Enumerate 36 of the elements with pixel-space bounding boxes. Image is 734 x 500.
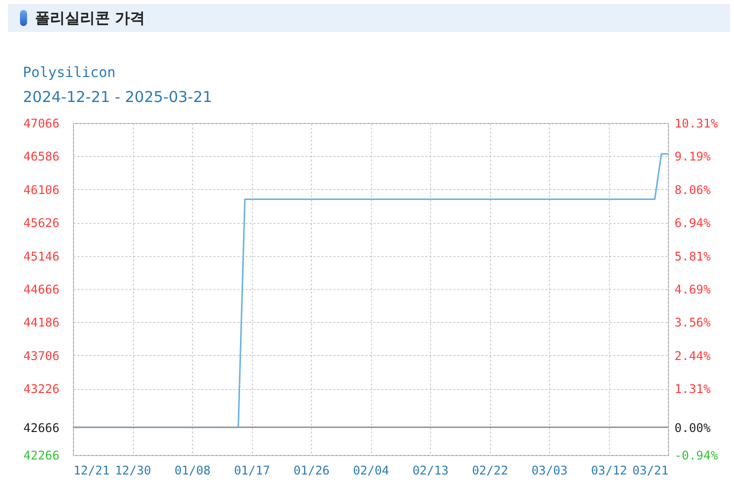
y2-tick-label: 8.06%: [674, 182, 712, 197]
x-tick-label: 01/26: [293, 464, 330, 478]
chart-title: 폴리실리콘 가격: [35, 8, 146, 28]
y2-tick-label: 1.31%: [674, 382, 712, 396]
y2-tick-label: 6.94%: [674, 216, 712, 230]
x-tick-label: 01/08: [174, 464, 211, 478]
y-tick-label: 46586: [23, 150, 60, 164]
y-tick-label: 46106: [23, 182, 60, 197]
y-tick-label: 43226: [23, 382, 60, 396]
text: 2024-12-21 - 2025-03-21: [22, 88, 212, 106]
y-tick-label: 47066: [23, 116, 60, 130]
x-tick-label: 03/03: [531, 464, 568, 478]
y-tick-label: 42266: [23, 448, 60, 462]
y2-tick-label: 9.19%: [674, 150, 712, 164]
x-tick-label: 02/13: [412, 464, 449, 478]
y-tick-label: 44186: [23, 316, 60, 330]
y2-tick-label: 5.81%: [674, 249, 712, 264]
y-tick-label: 44666: [23, 282, 60, 296]
y2-tick-label: 3.56%: [674, 316, 712, 330]
y2-tick-label: -0.94%: [674, 448, 719, 462]
x-tick-label: 03/12: [590, 464, 628, 478]
x-tick-label: 12/30: [114, 464, 152, 478]
y2-tick-label: 10.31%: [674, 116, 719, 130]
x-tick-label: 02/22: [472, 464, 508, 478]
y-tick-label: 43706: [23, 348, 60, 363]
y-tick-label: 45146: [23, 249, 60, 264]
x-tick-label: 02/04: [352, 464, 390, 478]
y-tick-label: 42666: [23, 420, 60, 435]
y-tick-label: 45626: [23, 216, 60, 230]
x-tick-label: 03/21: [632, 464, 668, 478]
y2-tick-label: 2.44%: [674, 348, 712, 363]
y2-tick-label: 4.69%: [674, 282, 712, 296]
x-tick-label: 12/21: [74, 464, 110, 478]
x-tick-label: 01/17: [234, 464, 270, 478]
chart-subtitle: Polysilicon: [22, 65, 116, 81]
y2-tick-label: 0.00%: [674, 420, 712, 435]
